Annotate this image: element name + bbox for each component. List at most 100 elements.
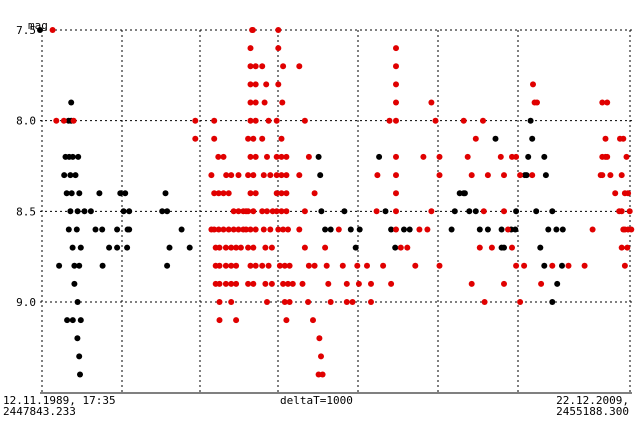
data-point (279, 99, 286, 106)
data-point (159, 208, 166, 215)
data-point (245, 172, 252, 179)
data-point (216, 280, 223, 287)
data-point (247, 117, 254, 124)
data-point (393, 117, 399, 124)
x-center-label: deltaT=1000 (280, 394, 353, 407)
data-point (208, 172, 215, 179)
data-point (318, 353, 324, 360)
data-point (533, 208, 540, 215)
data-point (60, 117, 67, 124)
data-point (228, 244, 235, 251)
data-point (393, 153, 399, 160)
data-point (301, 244, 308, 251)
data-point (468, 280, 475, 287)
data-point (247, 45, 254, 52)
data-point (505, 226, 511, 233)
data-point (252, 226, 259, 233)
data-point (339, 262, 346, 269)
data-point (92, 226, 99, 233)
data-point (69, 244, 76, 251)
data-point (472, 135, 479, 142)
data-point (624, 244, 631, 251)
data-point (228, 280, 235, 287)
data-point (416, 226, 423, 233)
data-point (480, 208, 487, 215)
data-point (296, 63, 303, 70)
data-point (283, 153, 290, 160)
data-point (99, 226, 106, 233)
data-point (461, 190, 468, 197)
data-point (625, 190, 632, 197)
data-point (541, 262, 548, 269)
data-point (114, 244, 121, 251)
data-point (565, 262, 572, 269)
data-point (64, 317, 71, 324)
data-point (612, 190, 619, 197)
data-point (625, 226, 632, 233)
data-point (265, 262, 272, 269)
data-point (436, 172, 443, 179)
data-point (618, 172, 625, 179)
data-point (99, 262, 106, 269)
data-point (464, 153, 471, 160)
data-point (247, 99, 254, 106)
data-point (428, 99, 435, 106)
data-point (553, 226, 560, 233)
data-point (404, 244, 411, 251)
data-point (264, 208, 270, 215)
data-point (513, 262, 520, 269)
data-point (549, 299, 556, 305)
data-point (77, 371, 83, 378)
data-point (230, 208, 237, 215)
data-point (247, 81, 254, 88)
data-point (480, 117, 486, 124)
data-point (74, 208, 81, 215)
data-point (355, 280, 362, 287)
data-point (501, 280, 507, 287)
data-point (476, 244, 483, 251)
data-point (509, 153, 515, 160)
data-point (368, 280, 374, 287)
data-point (299, 280, 306, 287)
data-point (412, 262, 419, 269)
data-point (285, 280, 291, 287)
data-point (618, 244, 625, 251)
data-point (215, 226, 222, 233)
data-point (296, 172, 303, 179)
data-point (122, 190, 129, 197)
data-point (602, 135, 609, 142)
data-point (69, 153, 76, 160)
data-point (96, 190, 103, 197)
x-end-date: 22.12.2009, (556, 394, 629, 407)
data-point (512, 226, 519, 233)
data-point (484, 172, 491, 179)
data-point (347, 226, 354, 233)
data-point (230, 226, 237, 233)
data-point (301, 117, 308, 124)
data-point (311, 190, 318, 197)
data-point (620, 135, 627, 142)
data-point (259, 262, 266, 269)
data-point (247, 226, 254, 233)
data-point (247, 190, 254, 197)
data-point (401, 226, 407, 233)
data-point (243, 226, 250, 233)
data-point (541, 153, 548, 160)
data-point (325, 280, 332, 287)
data-point (252, 117, 259, 124)
data-point (285, 226, 291, 233)
data-point (305, 299, 312, 305)
data-point (386, 117, 393, 124)
data-point (247, 153, 254, 160)
data-point (278, 190, 285, 197)
data-point (222, 244, 229, 251)
data-point (296, 226, 303, 233)
data-point (76, 353, 83, 360)
data-point (220, 226, 227, 233)
data-point (468, 172, 475, 179)
data-point (393, 99, 399, 106)
data-point (432, 117, 439, 124)
data-point (278, 172, 285, 179)
data-point (275, 226, 282, 233)
y-tick-label: 7.5 (16, 24, 36, 37)
